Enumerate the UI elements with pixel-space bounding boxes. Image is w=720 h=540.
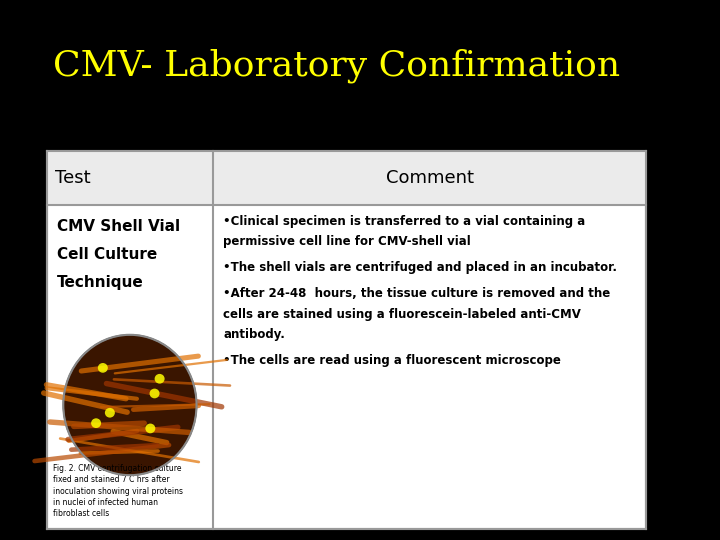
Ellipse shape: [145, 423, 156, 433]
Text: https://labs-sec.uhs-sa.com/clinical_ext/dols/CMVshell.gif: https://labs-sec.uhs-sa.com/clinical_ext…: [294, 505, 572, 516]
Text: permissive cell line for CMV-shell vial: permissive cell line for CMV-shell vial: [223, 235, 471, 248]
Text: CMV- Laboratory Confirmation: CMV- Laboratory Confirmation: [53, 49, 621, 83]
FancyBboxPatch shape: [47, 151, 647, 529]
Ellipse shape: [105, 408, 115, 417]
Text: Comment: Comment: [386, 169, 474, 187]
Ellipse shape: [98, 363, 108, 373]
Ellipse shape: [63, 335, 197, 475]
Text: Cell Culture: Cell Culture: [57, 247, 157, 262]
FancyBboxPatch shape: [47, 151, 647, 205]
Ellipse shape: [150, 389, 160, 399]
Text: •The shell vials are centrifuged and placed in an incubator.: •The shell vials are centrifuged and pla…: [223, 261, 617, 274]
Text: •The cells are read using a fluorescent microscope: •The cells are read using a fluorescent …: [223, 354, 561, 367]
Text: Technique: Technique: [57, 275, 143, 290]
Text: Fig. 2. CMV centrifugation culture
fixed and stained 7 C hrs after
inoculation s: Fig. 2. CMV centrifugation culture fixed…: [53, 464, 184, 518]
Ellipse shape: [155, 374, 165, 383]
Text: Test: Test: [55, 169, 90, 187]
Text: CMV Shell Vial: CMV Shell Vial: [57, 219, 180, 234]
Text: antibody.: antibody.: [223, 328, 285, 341]
Ellipse shape: [91, 418, 101, 428]
Text: •Clinical specimen is transferred to a vial containing a: •Clinical specimen is transferred to a v…: [223, 215, 585, 228]
Text: cells are stained using a fluorescein-labeled anti-CMV: cells are stained using a fluorescein-la…: [223, 308, 581, 321]
Text: •After 24-48  hours, the tissue culture is removed and the: •After 24-48 hours, the tissue culture i…: [223, 287, 611, 300]
